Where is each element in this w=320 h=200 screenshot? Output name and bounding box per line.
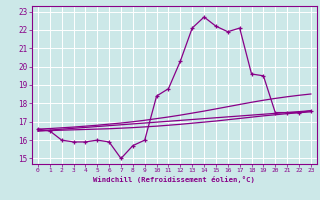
X-axis label: Windchill (Refroidissement éolien,°C): Windchill (Refroidissement éolien,°C)	[93, 176, 255, 183]
